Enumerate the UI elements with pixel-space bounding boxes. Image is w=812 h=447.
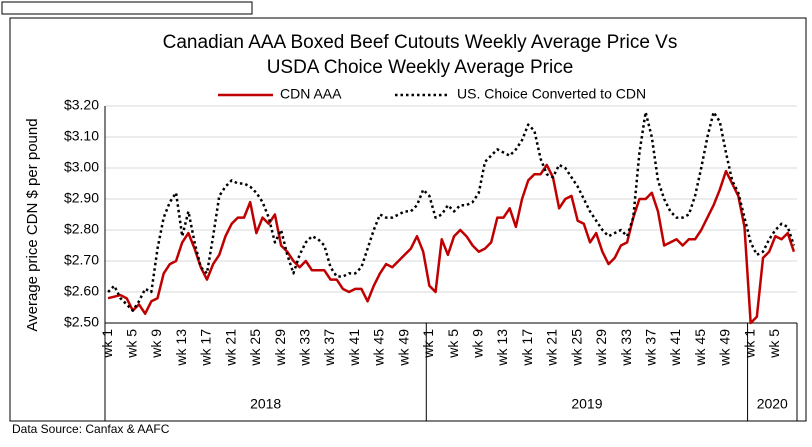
year-label: 2020	[757, 396, 788, 412]
x-tick-label: wk 13	[494, 329, 510, 367]
x-tick-label: wk 33	[618, 329, 634, 367]
legend-label: CDN AAA	[280, 86, 342, 102]
x-tick-label: wk 41	[346, 329, 362, 367]
y-tick-label: $2.80	[64, 221, 99, 237]
series-line	[107, 110, 796, 312]
y-tick-label: $2.60	[64, 283, 99, 299]
x-tick-label: wk 1	[741, 329, 757, 359]
x-tick-label: wk 41	[667, 329, 683, 367]
source-note: Data Source: Canfax & AAFC	[12, 422, 170, 436]
x-tick-label: wk 37	[321, 329, 337, 367]
x-tick-label: wk 33	[297, 329, 313, 367]
x-tick-label: wk 37	[643, 329, 659, 367]
x-tick-label: wk 21	[222, 329, 238, 367]
y-tick-label: $3.10	[64, 128, 99, 144]
x-tick-label: wk 9	[470, 329, 486, 359]
y-tick-label: $3.00	[64, 159, 99, 175]
x-tick-label: wk 9	[148, 329, 164, 359]
x-tick-label: wk 21	[544, 329, 560, 367]
y-axis-label: Average price CDN $ per pound	[24, 118, 41, 331]
x-tick-label: wk 17	[519, 329, 535, 367]
y-tick-label: $2.50	[64, 314, 99, 330]
x-tick-label: wk 5	[445, 329, 461, 359]
y-tick-label: $2.90	[64, 190, 99, 206]
chart-frame	[9, 17, 807, 422]
x-tick-label: wk 49	[717, 329, 733, 367]
x-tick-label: wk 25	[568, 329, 584, 367]
chart-subtitle: USDA Choice Weekly Average Price	[267, 57, 574, 78]
cropped-box	[1, 1, 253, 15]
x-tick-label: wk 49	[395, 329, 411, 367]
legend-label: US. Choice Converted to CDN	[457, 86, 646, 102]
x-tick-label: wk 29	[272, 329, 288, 367]
y-tick-label: $2.70	[64, 252, 99, 268]
year-label: 2019	[571, 396, 602, 412]
series-line	[107, 163, 796, 325]
x-tick-label: wk 29	[593, 329, 609, 367]
x-tick-label: wk 5	[766, 329, 782, 359]
x-tick-label: wk 1	[420, 329, 436, 359]
x-tick-label: wk 45	[692, 329, 708, 367]
x-tick-label: wk 45	[371, 329, 387, 367]
x-tick-label: wk 17	[198, 329, 214, 367]
x-tick-label: wk 5	[124, 329, 140, 359]
y-tick-label: $3.20	[64, 97, 99, 113]
year-label: 2018	[250, 396, 281, 412]
x-tick-label: wk 25	[247, 329, 263, 367]
chart-title: Canadian AAA Boxed Beef Cutouts Weekly A…	[163, 32, 678, 53]
x-tick-label: wk 13	[173, 329, 189, 367]
x-tick-label: wk 1	[99, 329, 115, 359]
